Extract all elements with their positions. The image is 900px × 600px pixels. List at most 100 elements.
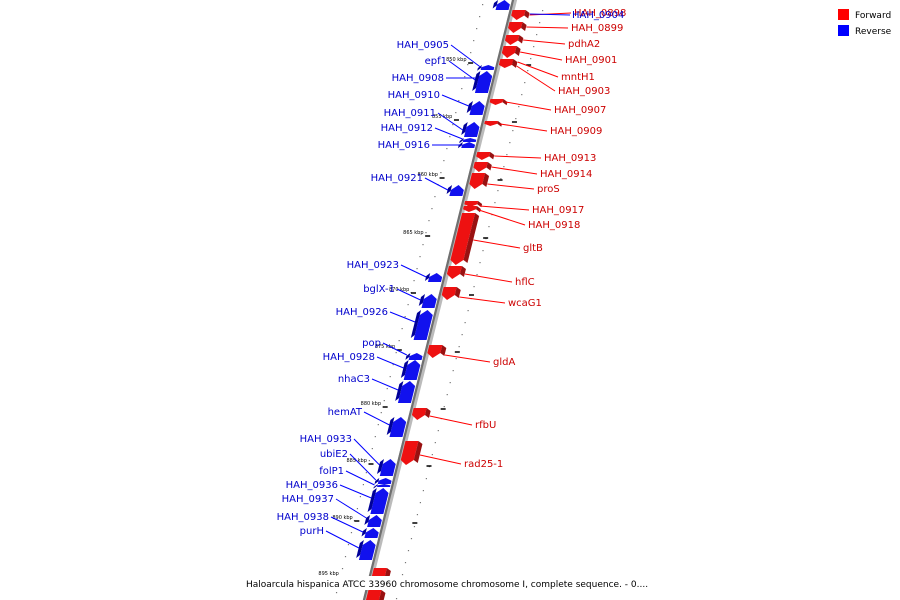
tick-label: 855 kbp — [432, 114, 452, 120]
minor-dot — [452, 370, 454, 372]
minor-dot — [416, 514, 419, 516]
legend-forward-label: Forward — [855, 11, 891, 21]
forward-gene-label: HAH_0913 — [544, 153, 596, 164]
minor-dot — [416, 268, 418, 270]
minor-dot — [455, 112, 457, 114]
gene-body — [377, 478, 392, 484]
gene-shade — [440, 345, 447, 356]
gene-group — [356, 0, 530, 600]
gene-arrow — [474, 73, 492, 82]
gene-arrow — [377, 459, 396, 476]
minor-dot — [380, 412, 382, 414]
gene-arrow — [427, 345, 447, 358]
gene-body — [377, 484, 391, 487]
gene-shade — [521, 22, 527, 32]
gene-shade — [367, 488, 377, 512]
minor-dot — [386, 388, 388, 390]
gene-body — [397, 381, 416, 403]
minor-dot — [413, 280, 415, 282]
forward-leader-line — [444, 354, 491, 363]
gene-body — [462, 138, 477, 142]
gene-shade — [497, 121, 502, 127]
gene-arrow — [410, 310, 433, 340]
gene-arrow — [504, 35, 524, 45]
gene-body — [389, 417, 407, 437]
tick-label: 875 kbp — [375, 344, 395, 350]
reverse-gene-label: HAH_0908 — [392, 73, 444, 84]
gene-arrow — [400, 360, 421, 380]
forward-gene-label: gldA — [493, 357, 515, 368]
minor-dot — [455, 358, 457, 360]
gene-body — [400, 441, 419, 465]
reverse-gene-label: HAH_0938 — [277, 512, 329, 523]
gene-body — [408, 353, 423, 360]
map-caption: Haloarcula hispanica ATCC 33960 chromoso… — [246, 580, 648, 590]
forward-leader-line — [516, 65, 556, 92]
forward-leader-line — [529, 12, 572, 16]
minor-dot — [464, 76, 466, 78]
legend-reverse-label: Reverse — [855, 27, 892, 37]
forward-gene-label: rad25-1 — [464, 459, 503, 470]
minor-dot — [524, 82, 526, 84]
forward-leader-line — [494, 155, 542, 159]
reverse-leader-line — [434, 127, 463, 140]
reverse-gene-label: HAH_0904 — [572, 10, 624, 21]
forward-gene-label: hflC — [515, 277, 535, 288]
minor-dot — [449, 382, 451, 384]
gene-shade — [446, 185, 453, 195]
forward-leader-line — [459, 296, 506, 304]
forward-gene-label: HAH_0898 — [574, 8, 626, 19]
reverse-gene-label: HAH_0937 — [282, 494, 334, 505]
reverse-leader-line — [325, 530, 360, 549]
reverse-gene-label: nhaC3 — [338, 374, 370, 385]
gene-body — [441, 287, 457, 300]
gene-body — [489, 99, 504, 105]
minor-dot — [365, 472, 367, 474]
reverse-gene-label: HAH_0905 — [397, 40, 449, 51]
gene-body — [358, 540, 376, 560]
gene-body — [501, 46, 517, 58]
gene-shade — [364, 515, 371, 525]
minor-dot — [509, 142, 511, 144]
gene-shade — [418, 294, 425, 306]
gene-arrow — [511, 10, 530, 20]
reverse-leader-line — [363, 411, 390, 426]
minor-dot — [413, 526, 416, 528]
minor-dot — [443, 160, 445, 162]
minor-dot — [389, 376, 391, 378]
gene-body — [450, 213, 476, 265]
minor-dot — [458, 100, 460, 102]
gene-shade — [459, 138, 464, 144]
reverse-gene-label: HAH_0928 — [323, 352, 375, 363]
reverse-leader-line — [345, 470, 375, 486]
gene-arrow — [364, 515, 382, 527]
minor-dot — [542, 10, 544, 12]
forward-leader-line — [505, 101, 552, 111]
gene-shade — [511, 61, 517, 68]
minor-dot — [527, 70, 529, 72]
gene-arrow — [418, 294, 437, 308]
gene-body — [504, 35, 520, 45]
forward-gene-label: HAH_0907 — [554, 105, 606, 116]
minor-dot — [446, 148, 448, 150]
gene-shade — [474, 73, 480, 81]
legend: Forward Reverse — [838, 9, 892, 37]
reverse-leader-line — [339, 484, 372, 499]
forward-leader-line — [526, 26, 569, 29]
forward-leader-line — [419, 454, 462, 465]
gene-arrow — [411, 408, 431, 420]
minor-dot — [368, 460, 370, 462]
minor-dot — [377, 424, 379, 426]
minor-dot — [431, 454, 433, 456]
minor-dot — [371, 448, 373, 450]
minor-dot — [404, 316, 406, 318]
forward-gene-label: HAH_0914 — [540, 169, 592, 180]
forward-leader-line — [479, 205, 530, 211]
minor-dot — [437, 430, 439, 432]
minor-dot — [461, 334, 463, 336]
gene-body — [427, 345, 443, 358]
reverse-gene-label: epf1 — [425, 56, 447, 67]
reverse-leader-line — [400, 264, 427, 278]
minor-dot — [458, 346, 460, 348]
gene-arrow — [501, 46, 521, 58]
